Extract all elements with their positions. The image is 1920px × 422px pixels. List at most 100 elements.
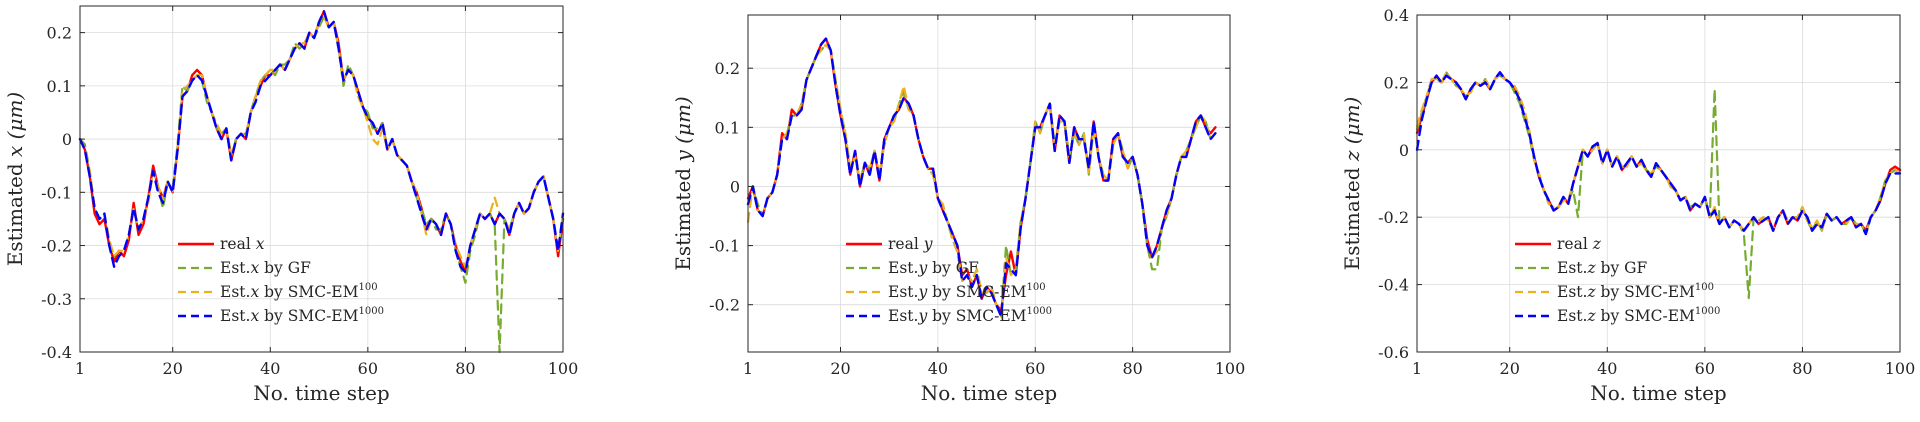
ticks: 1 20 40 60 80 100 -0.6 -0.4 -0.2 0 0.2 0.4: [1378, 6, 1915, 378]
legend-prefix: Est.: [888, 259, 918, 277]
x-axis-label: No. time step: [921, 381, 1057, 405]
x-tick-label: 20: [1500, 359, 1520, 378]
y-tick-label: -0.6: [1378, 343, 1409, 362]
y-tick-label: 0: [62, 130, 72, 149]
legend-prefix: Est.: [1557, 283, 1587, 301]
legend-prefix: Est.: [1557, 259, 1587, 277]
legend-sup: 100: [359, 282, 378, 293]
legend-var: y: [917, 283, 927, 301]
y-tick-label: 0.4: [1384, 6, 1409, 25]
x-tick-label: 40: [1597, 359, 1617, 378]
legend-var: y: [917, 307, 927, 325]
chart-panel-1: 1 20 40 60 80 100 -0.4 -0.3 -0.2 -0.1 0 0.1 0.2 No. t…: [3, 5, 578, 405]
plot-area: [1417, 15, 1900, 352]
legend-prefix: Est.: [1557, 307, 1587, 325]
y-tick-label: 0: [1399, 141, 1409, 160]
legend-sup: 1000: [359, 306, 384, 317]
x-tick-label: 80: [1792, 359, 1812, 378]
legend-label-2: Est.z by GF: [1557, 259, 1648, 277]
legend-prefix: Est.: [888, 283, 918, 301]
y-tick-label: -0.3: [41, 290, 72, 309]
y-axis-label-var: y: [671, 150, 695, 163]
y-tick-label: -0.2: [709, 296, 740, 315]
series-line-4: [746, 37, 1217, 318]
legend-suffix: by GF: [259, 259, 311, 277]
legend-label-3: Est.x by SMC-EM100: [220, 282, 378, 301]
plot-area: [80, 6, 563, 352]
y-tick-label: -0.2: [41, 237, 72, 256]
axes-box: [1416, 14, 1901, 353]
x-tick-label: 20: [830, 359, 850, 378]
y-axis-label-unit: (μm): [3, 92, 27, 140]
y-axis-label-var: x: [3, 146, 27, 157]
y-axis-label-prefix: Estimated: [671, 168, 695, 271]
legend-suffix: by SMC-EM: [259, 283, 358, 301]
y-axis-label-var: z: [1340, 150, 1364, 162]
legend-label-2: Est.x by GF: [220, 259, 311, 277]
y-axis-label-unit: (μm): [671, 96, 695, 144]
legend-prefix: real: [220, 235, 256, 253]
x-tick-label: 40: [928, 359, 948, 378]
y-axis-label: Estimated y (μm): [671, 96, 695, 270]
x-tick-label: 60: [1025, 359, 1045, 378]
legend-prefix: real: [888, 235, 924, 253]
legend-var: z: [1586, 259, 1596, 277]
plot-area: [748, 15, 1230, 352]
series-line-3: [1415, 71, 1902, 236]
x-axis-label: No. time step: [253, 381, 389, 405]
x-tick-label: 100: [1885, 359, 1916, 378]
y-tick-label: 0.2: [1384, 73, 1409, 92]
legend-prefix: Est.: [220, 307, 250, 325]
x-tick-label: 1: [75, 359, 85, 378]
legend-label-4: Est.x by SMC-EM1000: [220, 306, 384, 325]
y-axis-label: Estimated z (μm): [1340, 97, 1364, 271]
legend-sup: 1000: [1027, 306, 1052, 317]
y-tick-label: 0: [730, 177, 740, 196]
ticks: 1 20 40 60 80 100 -0.4 -0.3 -0.2 -0.1 0 0.1 0.2: [41, 6, 578, 378]
series-line-4: [1415, 71, 1902, 236]
legend-suffix: by SMC-EM: [1596, 307, 1695, 325]
legend-prefix: Est.: [888, 307, 918, 325]
legend-var: x: [256, 235, 265, 253]
x-tick-label: 80: [455, 359, 475, 378]
legend-var: z: [1592, 235, 1602, 253]
y-tick-label: 0.2: [47, 24, 72, 43]
legend-label-1: real x: [220, 235, 265, 253]
legend-prefix: real: [1557, 235, 1593, 253]
y-tick-label: -0.4: [1378, 276, 1409, 295]
chart-panel-3: 1 20 40 60 80 100 -0.6 -0.4 -0.2 0 0.2 0.4 No. time …: [1340, 6, 1915, 405]
y-tick-label: -0.4: [41, 343, 72, 362]
legend-label-2: Est.y by GF: [888, 259, 979, 277]
legend-suffix: by SMC-EM: [927, 307, 1026, 325]
legend-label-3: Est.y by SMC-EM100: [888, 282, 1046, 301]
legend-label-1: real z: [1557, 235, 1602, 253]
legend-var: x: [250, 307, 259, 325]
x-tick-label: 1: [743, 359, 753, 378]
axes-box: [79, 5, 564, 353]
y-axis-label: Estimated x (μm): [3, 92, 27, 266]
x-axis-label: No. time step: [1590, 381, 1726, 405]
legend-var: z: [1586, 307, 1596, 325]
y-tick-label: -0.1: [709, 237, 740, 256]
legend-suffix: by SMC-EM: [927, 283, 1026, 301]
x-tick-label: 80: [1122, 359, 1142, 378]
series-group: [78, 10, 565, 354]
x-tick-label: 100: [548, 359, 579, 378]
legend-label-3: Est.z by SMC-EM100: [1557, 282, 1714, 301]
x-tick-label: 60: [358, 359, 378, 378]
y-tick-label: -0.2: [1378, 208, 1409, 227]
legend-sup: 100: [1695, 282, 1714, 293]
y-tick-label: 0.2: [715, 59, 740, 78]
legend-suffix: by SMC-EM: [1596, 283, 1695, 301]
series-group: [746, 37, 1217, 318]
legend-suffix: by SMC-EM: [259, 307, 358, 325]
legend-suffix: by GF: [927, 259, 979, 277]
legend-prefix: Est.: [220, 259, 250, 277]
legend-suffix: by GF: [1596, 259, 1648, 277]
legend-var: x: [250, 283, 259, 301]
ticks: 1 20 40 60 80 100 -0.2 -0.1 0 0.1 0.2: [709, 15, 1245, 378]
